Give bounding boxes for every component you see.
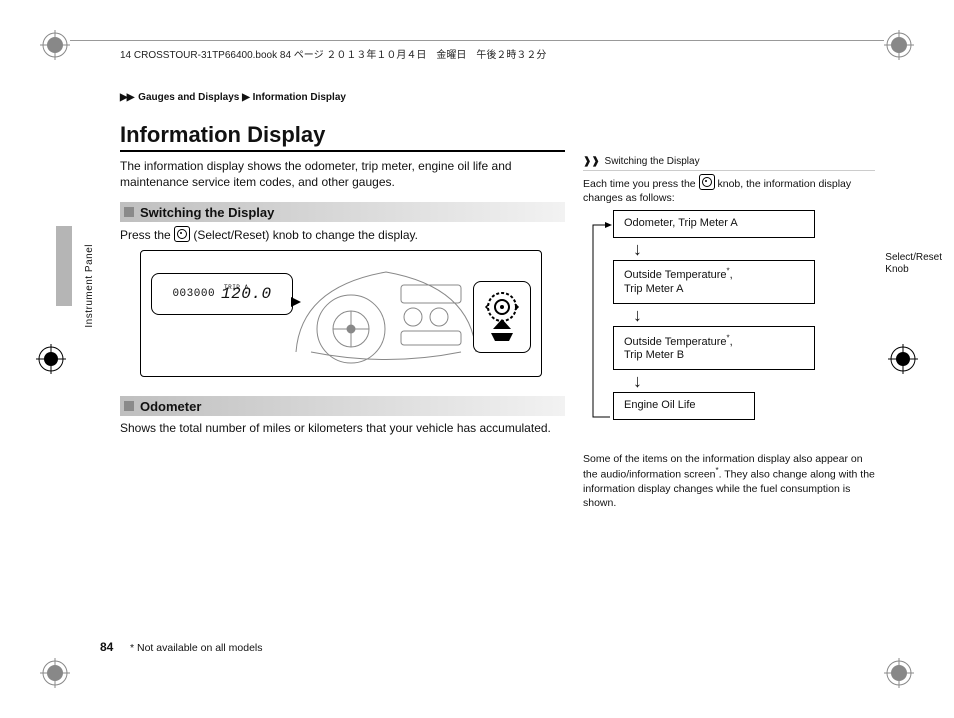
crop-mark-icon: [888, 344, 918, 374]
header-file-info: 14 CROSSTOUR-31TP66400.book 84 ページ ２０１３年…: [120, 46, 546, 61]
odometer-body: Shows the total number of miles or kilom…: [120, 420, 565, 436]
dashboard-illustration: [291, 257, 481, 369]
side-intro: Each time you press the knob, the inform…: [583, 174, 875, 205]
title-rule: [120, 150, 565, 152]
page-title: Information Display: [120, 122, 325, 148]
knob-callout: [473, 281, 531, 353]
switching-body: Press the (Select/Reset) knob to change …: [120, 226, 565, 243]
crop-mark-icon: [36, 344, 66, 374]
breadcrumb-arrows: ▶▶: [120, 92, 133, 103]
side-note: Some of the items on the information dis…: [583, 452, 875, 510]
flow-box-1-label: Odometer, Trip Meter A: [624, 217, 738, 229]
header-rule: [70, 40, 884, 41]
side-label: Instrument Panel: [84, 244, 95, 328]
trip-label: TRIP A: [224, 284, 249, 291]
flow-box-4-label: Engine Oil Life: [624, 399, 696, 411]
flow-box-2-label: Outside Temperature*,Trip Meter A: [624, 269, 733, 295]
side-heading: ❱❱ Switching the Display: [583, 156, 700, 167]
margin-tab: [56, 226, 72, 306]
section-heading-switching-label: Switching the Display: [140, 205, 274, 220]
crop-mark-icon: [884, 30, 914, 60]
breadcrumb-seg2: Information Display: [253, 92, 346, 103]
section-heading-odometer: Odometer: [120, 396, 565, 416]
dashboard-figure: 003000 TRIP A 120.0: [140, 250, 542, 377]
down-arrow-icon: ↓: [633, 370, 875, 392]
section-heading-switching: Switching the Display: [120, 202, 565, 222]
switching-body-post: (Select/Reset) knob to change the displa…: [193, 228, 418, 242]
select-reset-knob-icon: [174, 226, 190, 242]
section-marker-icon: [124, 401, 134, 411]
down-arrow-icon: ↓: [633, 238, 875, 260]
knob-label: Select/Reset Knob: [885, 252, 942, 276]
side-rule: [583, 170, 875, 171]
side-intro-pre: Each time you press the: [583, 178, 699, 190]
crop-mark-icon: [40, 658, 70, 688]
section-marker-icon: [124, 207, 134, 217]
knob-label-l1: Select/Reset: [885, 252, 942, 263]
crop-mark-icon: [40, 30, 70, 60]
flow-box-3: Outside Temperature*,Trip Meter B: [613, 326, 815, 370]
switching-body-pre: Press the: [120, 228, 174, 242]
knob-label-l2: Knob: [885, 264, 908, 275]
select-reset-knob-icon: [699, 174, 715, 190]
footnote: * Not available on all models: [130, 642, 263, 654]
section-heading-odometer-label: Odometer: [140, 399, 201, 414]
flow-diagram: Odometer, Trip Meter A ↓ Outside Tempera…: [583, 210, 875, 420]
side-heading-label: Switching the Display: [605, 156, 700, 167]
breadcrumb-sep: ▶: [242, 92, 250, 103]
down-arrow-icon: ↓: [633, 304, 875, 326]
page-number: 84: [100, 640, 113, 654]
breadcrumb: ▶▶ Gauges and Displays ▶ Information Dis…: [120, 92, 346, 103]
flow-box-1: Odometer, Trip Meter A: [613, 210, 815, 238]
side-heading-marker: ❱❱: [583, 156, 600, 167]
odometer-value: 003000: [172, 288, 215, 300]
flow-box-2: Outside Temperature*,Trip Meter A: [613, 260, 815, 304]
breadcrumb-seg1: Gauges and Displays: [138, 92, 239, 103]
flow-box-3-label: Outside Temperature*,Trip Meter B: [624, 336, 733, 362]
flow-box-4: Engine Oil Life: [613, 392, 755, 420]
display-callout: 003000 TRIP A 120.0: [151, 273, 293, 315]
crop-mark-icon: [884, 658, 914, 688]
intro-text: The information display shows the odomet…: [120, 158, 565, 190]
